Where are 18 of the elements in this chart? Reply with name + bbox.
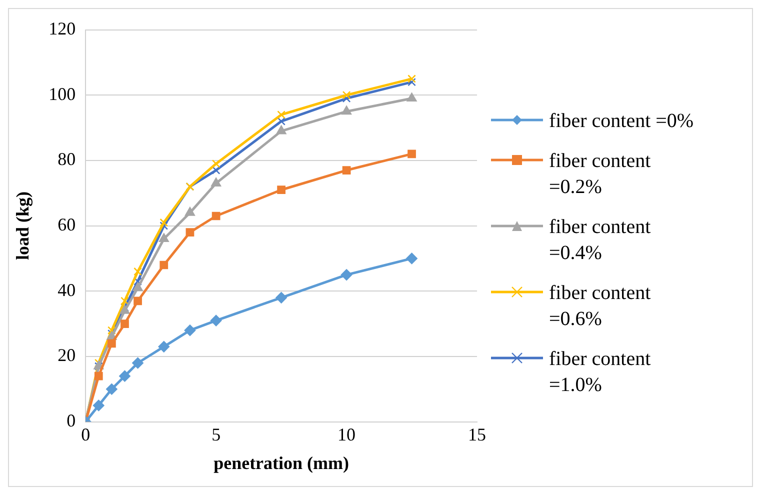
legend-label: fiber content =0% [549,108,695,134]
legend-label: fiber content =0.2% [549,148,652,200]
y-tick-label: 80 [58,149,76,170]
x-tick-label: 0 [81,424,90,444]
y-tick-label: 20 [58,345,76,366]
y-tick-label: 40 [58,280,76,300]
x-tick-label: 5 [212,424,221,444]
x-tick-label: 15 [468,424,486,444]
y-tick-label: 0 [66,410,76,431]
legend-label: fiber content =1.0% [549,346,652,398]
y-tick-label: 120 [48,18,76,39]
y-tick-label: 100 [48,84,76,104]
y-axis-title: load (kg) [12,192,32,260]
legend-label: fiber content =0.6% [549,280,652,332]
x-tick-label: 10 [338,424,356,444]
x-axis-title: penetration (mm) [214,452,350,473]
legend-label: fiber content =0.4% [549,214,652,266]
y-tick-label: 60 [58,214,76,235]
